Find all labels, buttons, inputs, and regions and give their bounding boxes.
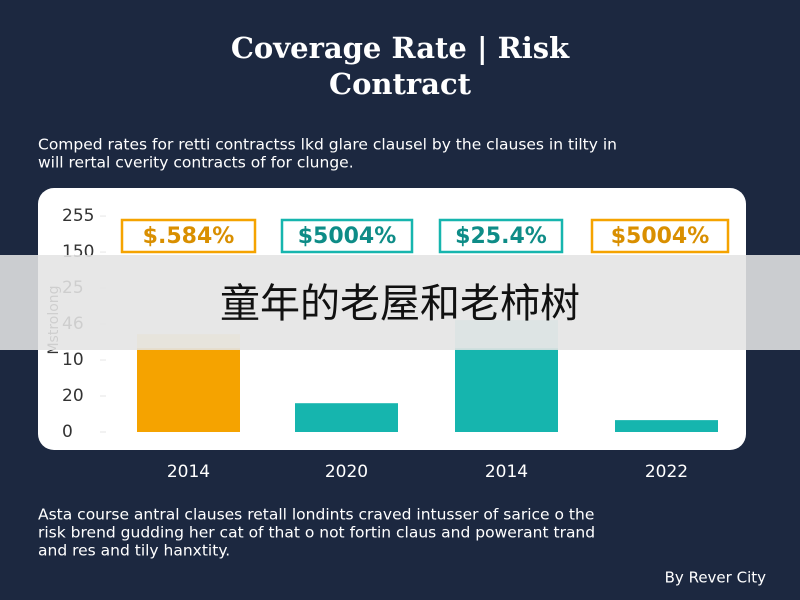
overlay-band xyxy=(0,255,800,350)
x-tick-label: 2014 xyxy=(167,462,210,482)
footer-text: and res and tily hanxtity. xyxy=(38,542,230,560)
badge: $25.4% xyxy=(455,224,547,249)
y-tick-label: 255 xyxy=(62,206,94,226)
bar xyxy=(137,348,240,432)
badge: $5004% xyxy=(611,224,710,249)
bar xyxy=(455,348,558,432)
y-tick-label: 10 xyxy=(62,350,84,370)
badge: $.584% xyxy=(143,224,235,249)
overlay-text: 童年的老屋和老柿树 xyxy=(220,281,580,327)
badge-box xyxy=(120,218,257,254)
footer-text: Asta course antral clauses retall londin… xyxy=(38,506,594,524)
bar xyxy=(615,420,718,432)
title: Coverage Rate | Risk xyxy=(231,31,570,65)
badge-box xyxy=(438,218,564,254)
badge-box xyxy=(590,218,730,254)
x-tick-label: 2020 xyxy=(325,462,368,482)
footer-text: risk brend gudding her cat of that o not… xyxy=(38,524,595,542)
title: Contract xyxy=(329,67,472,101)
bar xyxy=(295,403,398,432)
credit: By Rever City xyxy=(665,569,766,587)
subtitle: Comped rates for retti contractss lkd gl… xyxy=(38,136,617,154)
x-tick-label: 2022 xyxy=(645,462,688,482)
y-tick-label: 20 xyxy=(62,386,84,406)
badge: $5004% xyxy=(298,224,397,249)
y-tick-label: 0 xyxy=(62,422,73,442)
x-tick-label: 2014 xyxy=(485,462,528,482)
subtitle: will rertal cverity contracts of for clu… xyxy=(38,154,354,172)
badge-box xyxy=(280,218,414,254)
